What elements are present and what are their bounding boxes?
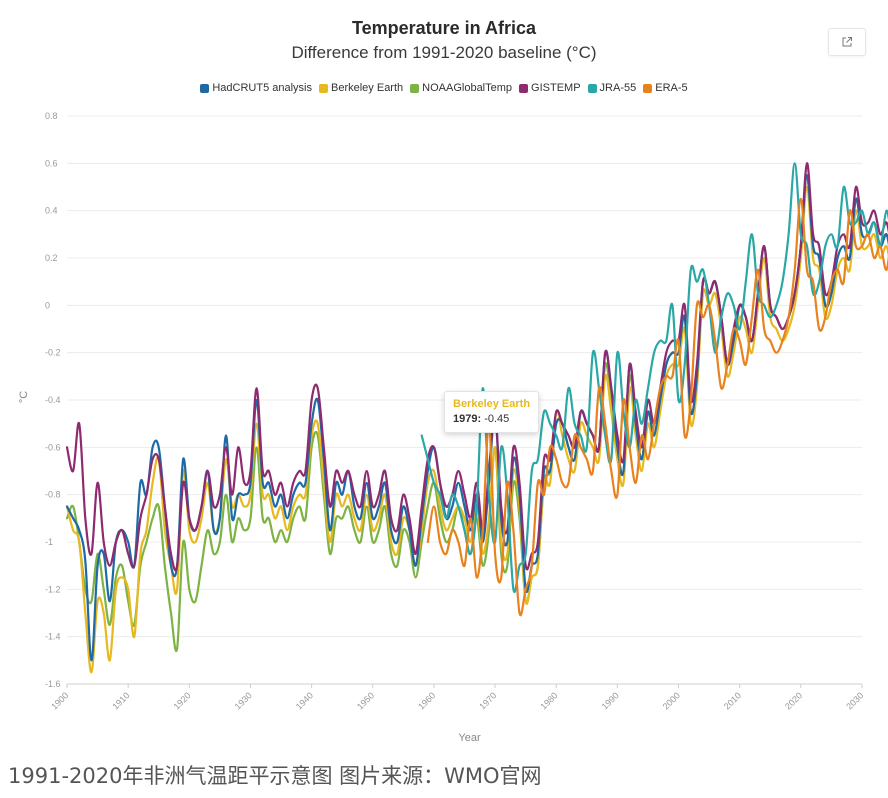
legend-swatch [587,83,597,93]
x-tick-label: 1940 [294,690,315,711]
x-tick-label: 1920 [171,690,192,711]
x-tick-label: 1910 [110,690,131,711]
legend-swatch [200,83,210,93]
chart-title: Temperature in Africa [351,18,537,38]
y-tick-label: 0.8 [45,111,58,121]
x-axis-title: Year [458,732,481,744]
tooltip-series-name: Berkeley Earth [453,398,531,410]
y-tick-label: -1.6 [45,679,61,689]
x-tick-label: 1990 [600,690,621,711]
legend-label: NOAAGlobalTemp [422,82,513,94]
chart-subtitle: Difference from 1991-2020 baseline (°C) [291,43,597,62]
legend-swatch [319,83,328,93]
y-tick-label: 0.2 [45,253,58,263]
y-tick-label: 0 [45,300,50,310]
x-tick-label: 1950 [355,690,376,711]
legend-label: JRA-55 [599,82,637,94]
legend-item-gistemp[interactable]: GISTEMP [519,82,581,94]
y-tick-label: 0.6 [45,158,58,168]
legend-item-hadcrut5-analysis[interactable]: HadCRUT5 analysis [200,82,312,94]
y-tick-label: -0.2 [45,348,61,358]
series-line-berkeley-earth [65,185,888,674]
legend-item-jra-55[interactable]: JRA-55 [587,82,637,94]
y-tick-label: -1 [45,537,53,547]
chart-plot: 0.8 0.6 0.4 0.2 0 -0.2 -0.4 -0.6 -0.8 -1 -1.2 -1.4 -… [18,111,888,744]
legend-label: GISTEMP [531,82,581,94]
legend-item-era-5[interactable]: ERA-5 [643,82,688,94]
y-tick-label: -0.6 [45,442,61,452]
tooltip-value: -0.45 [484,413,510,425]
x-tick-label: 2030 [844,690,865,711]
chart-tooltip: Berkeley Earth 1979: -0.45 [444,391,540,433]
x-tick-label: 1970 [477,690,498,711]
y-tick-label: 0.4 [45,206,58,216]
x-tick-label: 2020 [783,690,804,711]
legend-item-berkeley-earth[interactable]: Berkeley Earth [319,82,403,94]
series-line-jra-55 [420,162,888,594]
x-tick-label: 2010 [722,690,743,711]
legend-label: Berkeley Earth [331,82,404,94]
series-line-era-5 [426,197,888,617]
legend-label: HadCRUT5 analysis [212,82,312,94]
tooltip-year: 1979: [453,413,482,425]
legend-label: ERA-5 [655,82,688,94]
chart-legend: HadCRUT5 analysis Berkeley Earth NOAAGloba… [0,82,888,94]
export-button[interactable] [828,28,866,56]
x-tick-label: 1960 [416,690,437,711]
x-tick-label: 1900 [49,690,70,711]
external-link-icon [842,37,852,47]
image-caption: 1991-2020年非洲气温距平示意图 图片来源：WMO官网 [8,764,542,788]
legend-swatch [519,83,529,93]
legend-item-noaaglobaltemp[interactable]: NOAAGlobalTemp [410,82,512,94]
y-axis-title: °C [18,391,30,403]
y-tick-label: -0.8 [45,490,61,500]
y-tick-label: -1.2 [45,584,61,594]
y-tick-label: -1.4 [45,632,61,642]
legend-swatch [410,83,420,93]
x-tick-label: 1930 [233,690,254,711]
x-tick-label: 1980 [538,690,559,711]
y-tick-label: -0.4 [45,395,61,405]
x-tick-label: 2000 [661,690,682,711]
legend-swatch [643,83,653,93]
